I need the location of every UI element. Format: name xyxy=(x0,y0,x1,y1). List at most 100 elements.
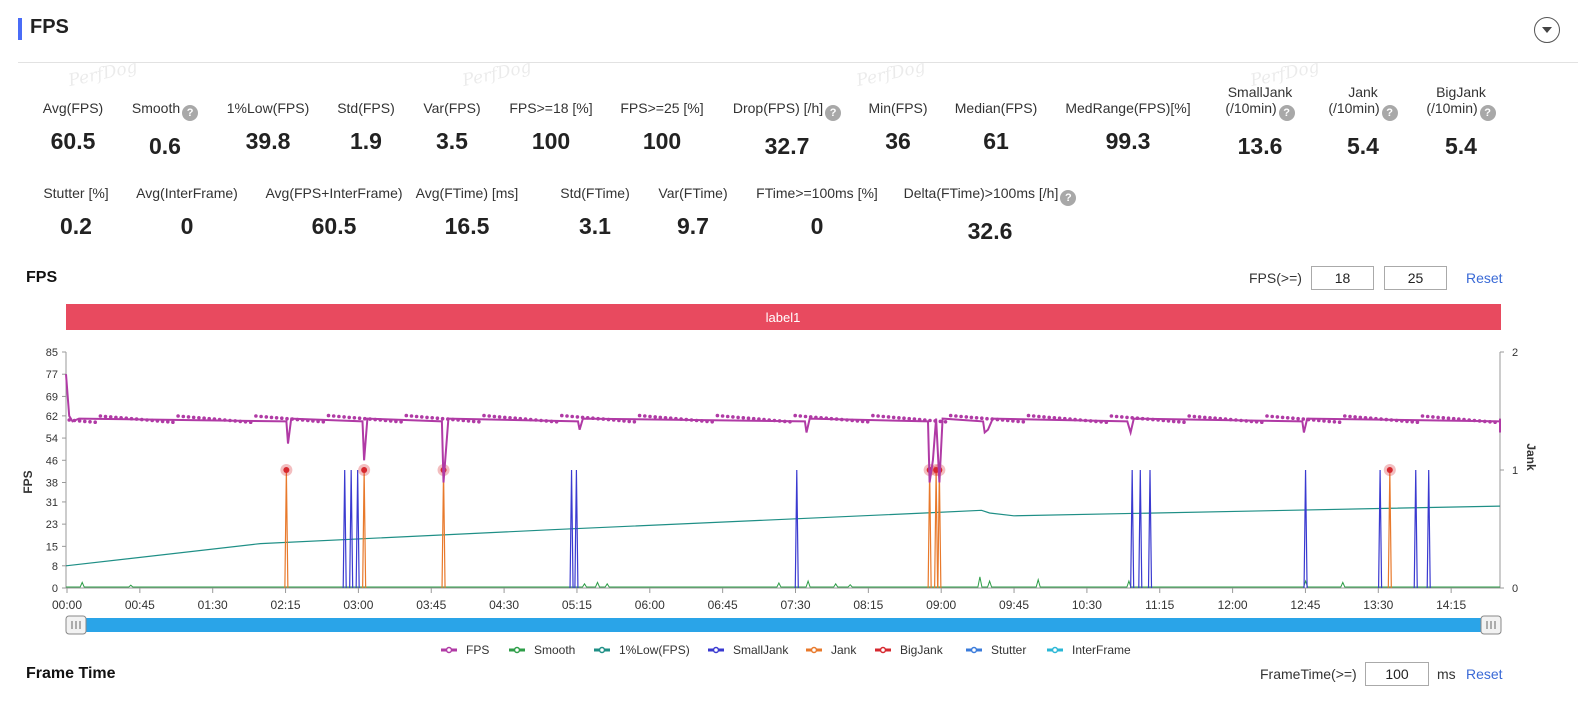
metric-label-text: Std(FPS) xyxy=(337,100,395,116)
fps-point xyxy=(342,415,346,419)
metric-label: FPS>=18 [%] xyxy=(461,100,641,116)
fps-point xyxy=(477,420,481,424)
fps-point xyxy=(710,420,714,424)
metric-9: Median(FPS) 61 xyxy=(906,100,1086,155)
fps-point xyxy=(860,419,865,424)
fps-point xyxy=(373,417,378,422)
x-tick-label: 06:45 xyxy=(708,598,738,612)
fps-point xyxy=(440,416,445,421)
bigjank-marker xyxy=(283,467,290,473)
fps-point xyxy=(248,420,253,425)
y2-axis-label: Jank xyxy=(1524,443,1538,471)
fps-point xyxy=(430,416,435,420)
legend-marker xyxy=(598,646,606,654)
fps-point xyxy=(1363,416,1368,420)
fps-point xyxy=(378,418,383,422)
fps-point xyxy=(845,418,849,422)
collapse-chevron-icon[interactable] xyxy=(1534,17,1560,43)
help-icon[interactable]: ? xyxy=(825,105,842,121)
metric-value: 60.5 xyxy=(50,128,96,154)
frame-time-unit: ms xyxy=(1437,666,1456,682)
metric-label: Var(FTime) xyxy=(603,185,783,201)
x-tick-label: 01:30 xyxy=(198,598,228,612)
metric-value: 100 xyxy=(642,128,682,154)
smalljank-spike xyxy=(794,469,799,589)
fps-point xyxy=(1208,416,1212,420)
fps-point xyxy=(383,418,388,423)
fps-point xyxy=(238,419,243,424)
smalljank-spike xyxy=(1426,469,1431,589)
fps-point xyxy=(1260,420,1264,425)
metric-value: 0.6 xyxy=(149,133,181,159)
fps-point xyxy=(1026,413,1031,418)
legend-marker xyxy=(970,646,978,654)
fps-point xyxy=(1275,415,1280,419)
fps-point xyxy=(881,414,886,419)
metric-value: 61 xyxy=(983,128,1009,154)
fps-point xyxy=(1472,418,1477,423)
x-tick-label: 13:30 xyxy=(1363,598,1393,612)
x-tick-label: 04:30 xyxy=(489,598,519,612)
fps-point xyxy=(1265,414,1269,418)
fps-point xyxy=(601,417,606,421)
fps-point xyxy=(471,419,476,424)
fps-point xyxy=(337,414,341,419)
fps-point xyxy=(1171,419,1176,424)
x-tick-label: 09:00 xyxy=(926,598,956,612)
fps-point xyxy=(155,419,160,423)
frame-time-threshold-input[interactable]: 100 xyxy=(1365,662,1429,686)
metric-value: 32.7 xyxy=(764,133,810,159)
x-tick-label: 09:45 xyxy=(999,598,1029,612)
metric-value: 39.8 xyxy=(245,128,291,154)
metric-label: Delta(FTime)>100ms [/h]? xyxy=(900,185,1080,206)
help-icon[interactable]: ? xyxy=(1278,105,1295,121)
fps-point xyxy=(1135,416,1140,421)
y-tick-label: 38 xyxy=(46,477,58,489)
fps-point xyxy=(1441,416,1446,420)
metric-label: FTime>=100ms [%] xyxy=(727,185,907,201)
x-tick-label: 11:15 xyxy=(1145,598,1174,612)
fps-point xyxy=(850,418,854,423)
smalljank-spike xyxy=(569,469,574,589)
fps-point xyxy=(1166,419,1171,423)
metric-value: 13.6 xyxy=(1237,133,1283,159)
fps-point xyxy=(1389,418,1394,422)
help-icon[interactable]: ? xyxy=(1381,105,1398,121)
fps-point xyxy=(171,420,175,425)
fps-point xyxy=(580,415,585,420)
metric-6: FPS>=25 [%] 100 xyxy=(572,100,752,155)
metric-label-text: FPS>=25 [%] xyxy=(620,100,704,116)
fps-point xyxy=(648,414,652,419)
smalljank-spike xyxy=(349,469,354,589)
fps-point xyxy=(388,419,393,423)
fps-point xyxy=(77,419,82,423)
fps-point xyxy=(1094,419,1098,424)
fps-point xyxy=(772,418,777,423)
smalljank-spike xyxy=(1303,469,1308,589)
fps-point xyxy=(1467,418,1471,422)
fps-point xyxy=(736,415,740,420)
fps-reset-link[interactable]: Reset xyxy=(1466,270,1503,286)
help-icon[interactable]: ? xyxy=(182,105,199,121)
fps-point xyxy=(653,415,657,419)
legend-marker xyxy=(712,646,720,654)
fps-point xyxy=(1280,415,1285,420)
fps-point xyxy=(585,416,590,420)
fps-point xyxy=(871,413,875,418)
fps-threshold-input-2[interactable]: 25 xyxy=(1384,266,1447,290)
help-icon[interactable]: ? xyxy=(1060,190,1077,206)
fps-threshold-input-1[interactable]: 18 xyxy=(1311,266,1374,290)
jank-spike xyxy=(1387,469,1392,589)
fps-point xyxy=(969,415,974,420)
metric-5: FPS>=18 [%] 100 xyxy=(461,100,641,155)
frame-time-reset-link[interactable]: Reset xyxy=(1466,666,1503,682)
fps-point xyxy=(959,414,963,419)
fps-point xyxy=(1078,418,1083,422)
fps-point xyxy=(1400,419,1404,423)
fps-point xyxy=(565,414,569,418)
metric-value: 100 xyxy=(531,128,571,154)
fps-point xyxy=(409,414,414,418)
fps-point xyxy=(798,414,803,418)
fps-point xyxy=(274,416,279,420)
help-icon[interactable]: ? xyxy=(1479,105,1496,121)
